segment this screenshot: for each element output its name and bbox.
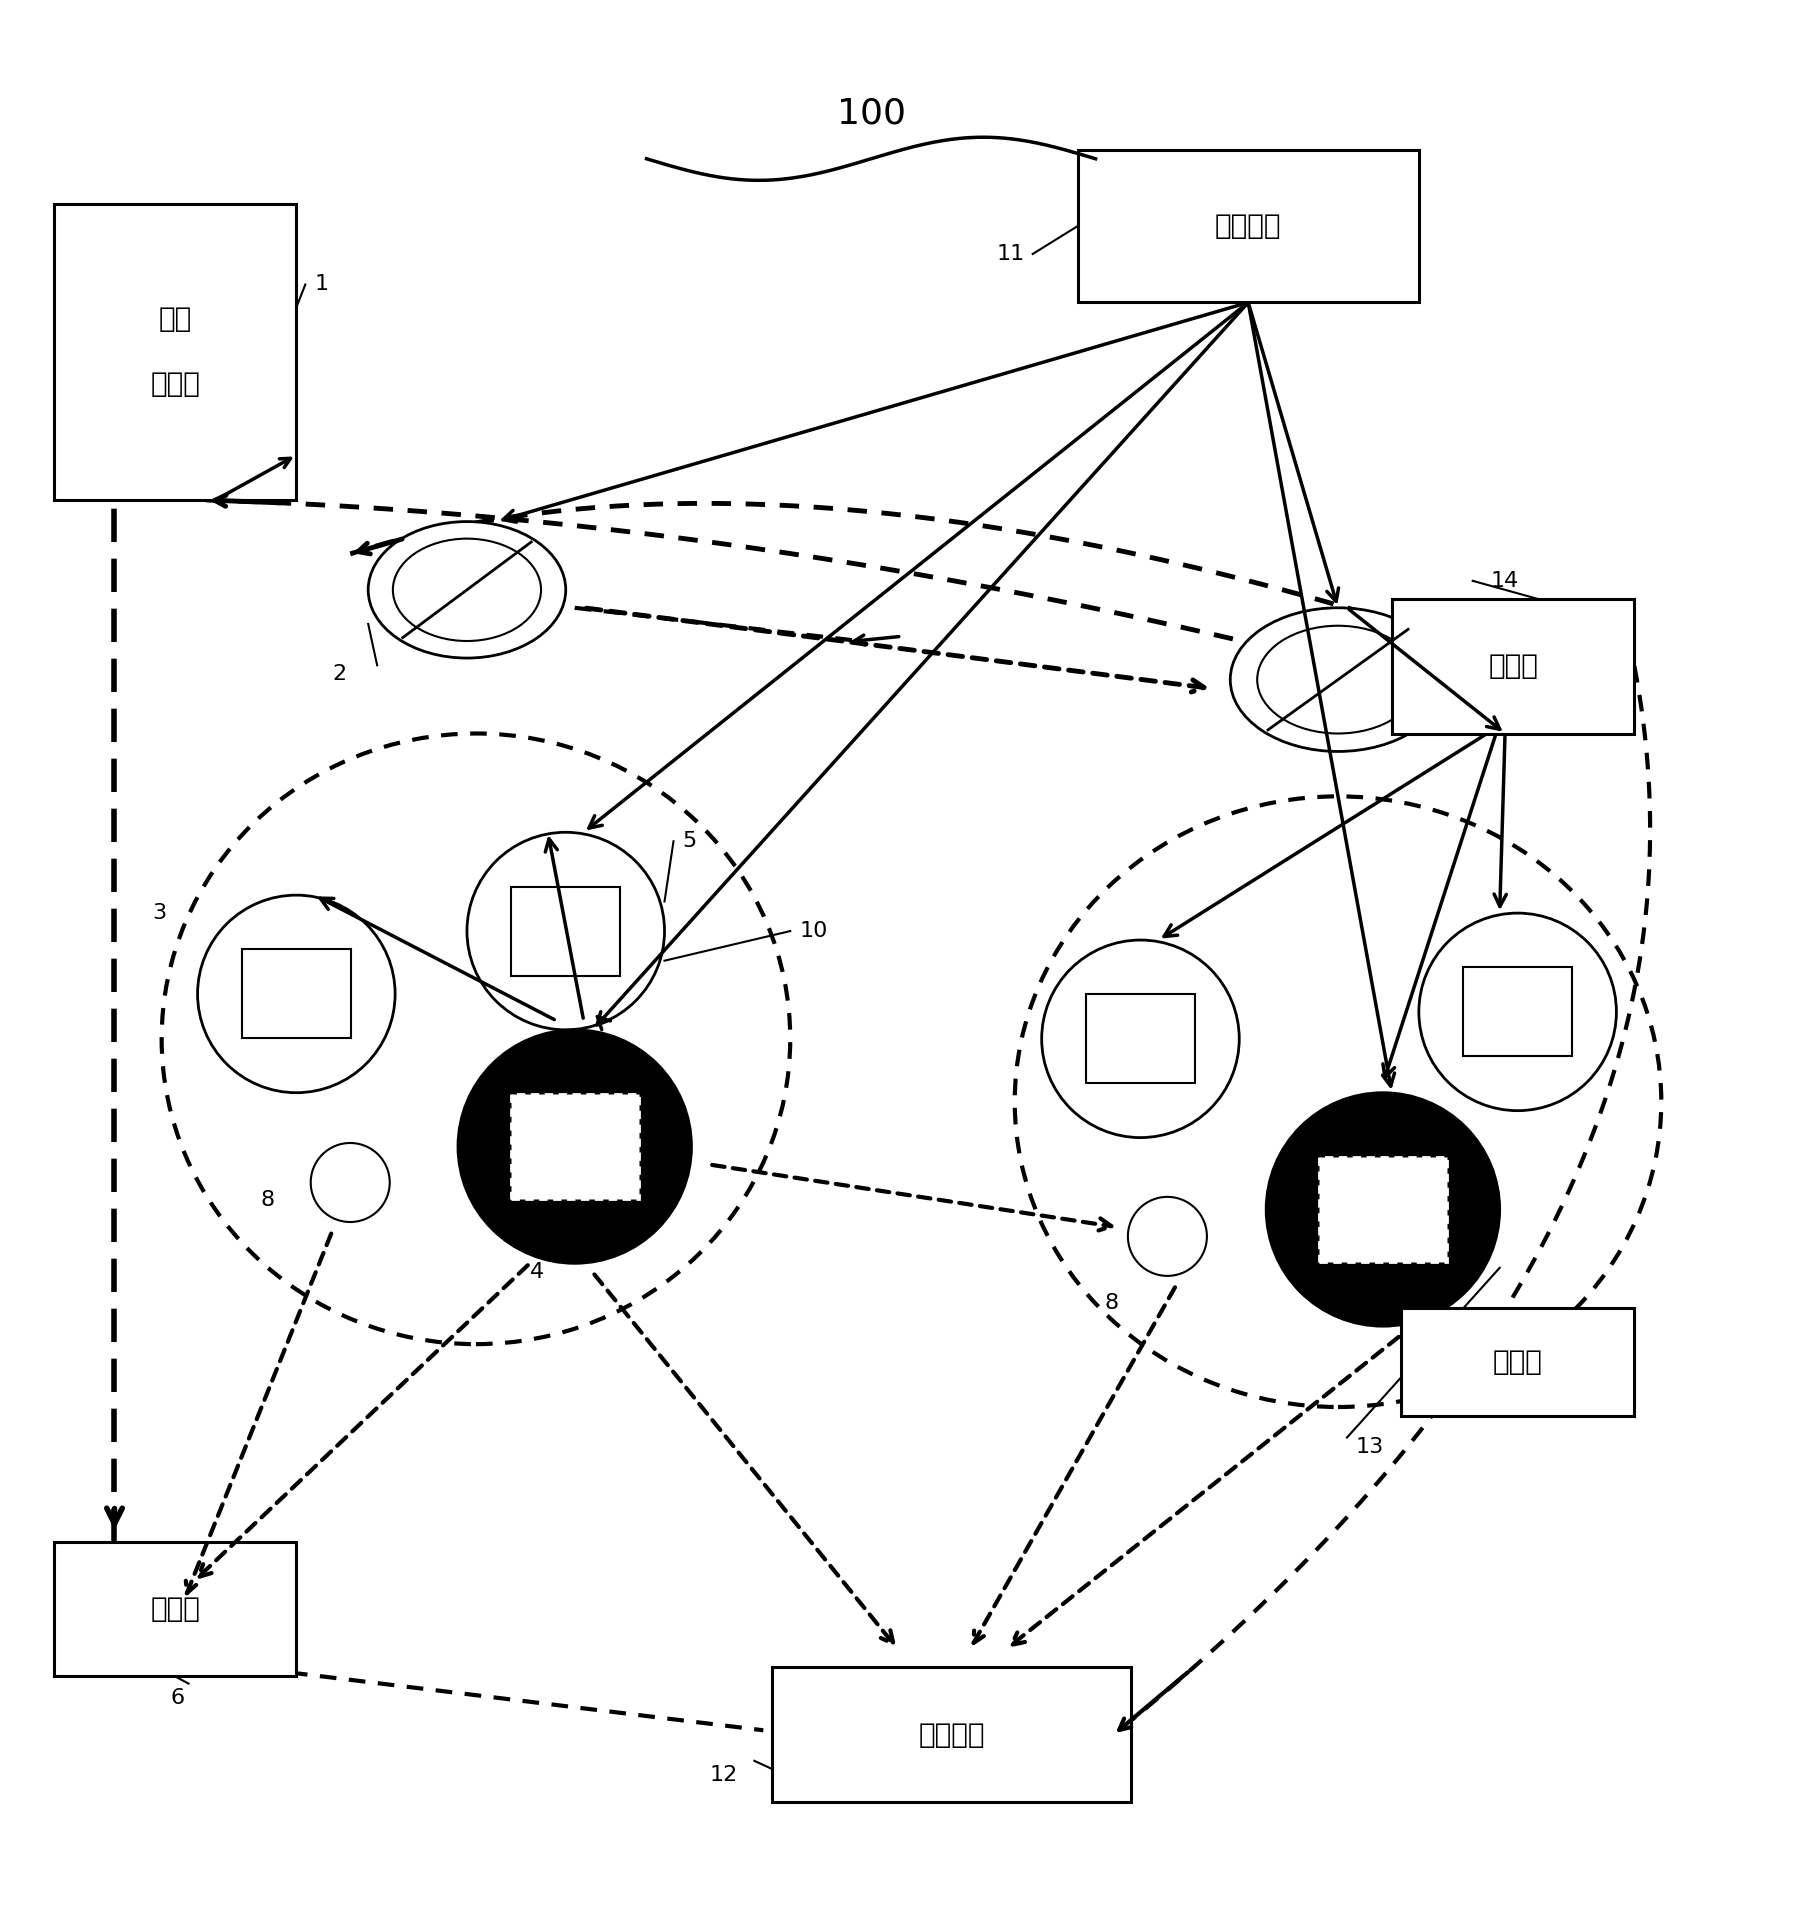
- FancyBboxPatch shape: [1318, 1157, 1448, 1263]
- Text: 14: 14: [1491, 571, 1519, 590]
- Text: 6: 6: [171, 1688, 185, 1707]
- FancyBboxPatch shape: [242, 950, 350, 1038]
- Text: 供应装置: 供应装置: [1214, 213, 1282, 240]
- Text: 4: 4: [530, 1263, 544, 1282]
- FancyBboxPatch shape: [1087, 994, 1194, 1083]
- FancyBboxPatch shape: [512, 887, 620, 975]
- Ellipse shape: [393, 538, 541, 642]
- Text: 12: 12: [709, 1765, 738, 1786]
- Text: 冷凝器: 冷凝器: [1489, 651, 1537, 680]
- Text: 监控台: 监控台: [151, 1594, 199, 1623]
- FancyBboxPatch shape: [772, 1667, 1131, 1803]
- Text: 10: 10: [799, 922, 828, 941]
- Ellipse shape: [1257, 627, 1419, 734]
- Text: 收集装置: 收集装置: [918, 1721, 986, 1749]
- FancyBboxPatch shape: [1401, 1309, 1634, 1416]
- Circle shape: [467, 832, 665, 1029]
- FancyBboxPatch shape: [54, 203, 296, 500]
- Circle shape: [1128, 1198, 1207, 1276]
- Text: 5: 5: [682, 832, 697, 851]
- Text: 1: 1: [314, 274, 329, 295]
- Circle shape: [1042, 941, 1239, 1138]
- Text: 温度

控制器: 温度 控制器: [151, 305, 199, 399]
- Circle shape: [1266, 1092, 1500, 1326]
- Ellipse shape: [1230, 607, 1446, 751]
- Circle shape: [458, 1029, 691, 1263]
- Text: 3: 3: [153, 902, 167, 924]
- Circle shape: [1419, 914, 1616, 1111]
- FancyBboxPatch shape: [1392, 600, 1634, 734]
- Circle shape: [311, 1144, 390, 1222]
- FancyBboxPatch shape: [1464, 968, 1572, 1056]
- FancyBboxPatch shape: [510, 1094, 639, 1199]
- Text: 11: 11: [997, 243, 1026, 264]
- Text: 8: 8: [260, 1190, 275, 1211]
- Text: 2: 2: [332, 665, 347, 684]
- Text: 100: 100: [837, 98, 905, 130]
- FancyBboxPatch shape: [54, 1542, 296, 1676]
- Circle shape: [198, 895, 395, 1092]
- Ellipse shape: [368, 521, 566, 657]
- Text: 压缩机: 压缩机: [1492, 1349, 1543, 1376]
- Text: 8: 8: [1105, 1293, 1119, 1312]
- FancyBboxPatch shape: [1078, 149, 1419, 303]
- Text: 13: 13: [1356, 1437, 1385, 1456]
